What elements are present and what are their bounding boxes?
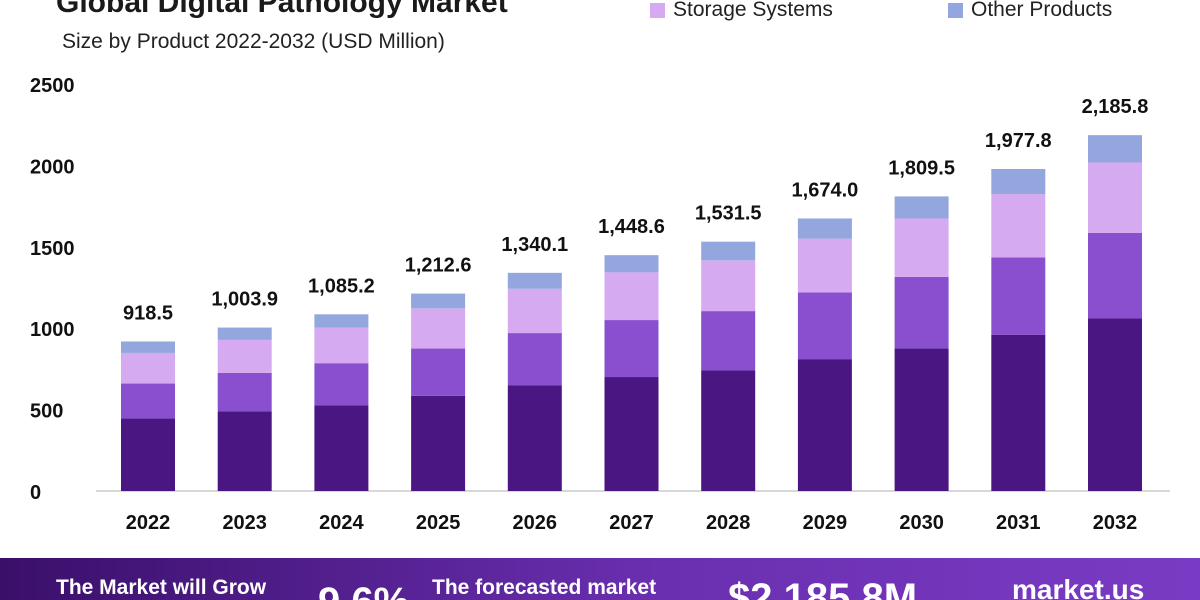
y-tick-label: 1000 [30,319,75,341]
banner-forecast-value: $2,185.8M [728,576,918,600]
bar-segment-storage [604,272,659,321]
bar-total-label: 1,212.6 [405,255,472,277]
x-tick-label: 2028 [706,512,751,534]
legend-label-other: Other Products [971,0,1113,21]
bar-segment-second [894,276,949,349]
bar-segment-other [507,272,562,289]
bar-segment-second [411,348,466,396]
promo-banner: The Market will Grow 9.6% The forecasted… [0,558,1200,600]
bar-segment-base [411,395,466,491]
y-tick-label: 2500 [30,75,75,97]
x-tick-label: 2022 [126,512,171,534]
banner-brand-logo: market.us [1012,574,1145,600]
legend-item-other: Other Products [948,0,1112,22]
bar-segment-base [604,377,659,491]
bar-total-label: 2,185.8 [1082,96,1149,118]
bar-total-label: 1,340.1 [501,234,568,256]
x-tick-label: 2030 [899,512,944,534]
bar-segment-storage [507,288,562,334]
bar-segment-other [797,218,852,239]
bar-segment-storage [701,260,756,312]
bar-segment-second [507,333,562,386]
bar-segment-storage [991,194,1046,258]
bar-segment-storage [121,352,175,384]
y-tick-label: 1500 [30,238,75,260]
bar-segment-second [604,320,659,378]
banner-forecast-text: The forecasted market [432,576,657,599]
bar-segment-other [314,314,369,328]
bar-total-label: 1,674.0 [792,179,859,201]
bar-segment-other [604,255,659,273]
x-tick-label: 2024 [319,512,364,534]
bar-total-label: 918.5 [123,302,173,324]
x-tick-label: 2025 [416,512,461,534]
bar-segment-storage [1088,162,1142,233]
bar-segment-base [314,405,369,491]
stacked-bar-chart: 0 500 1000 1500 2000 2500 918.5 2022 1,003.9 2023… [30,75,1170,534]
bar-segment-other [894,196,949,219]
bar-segment-other [121,341,175,353]
bar-segment-storage [797,238,852,293]
y-tick-label: 0 [30,482,41,504]
legend-item-storage: Storage Systems [650,0,833,22]
bar-total-label: 1,809.5 [888,157,955,179]
banner-grow-text: The Market will Grow [56,576,267,599]
bar-total-label: 1,085.2 [308,275,375,297]
x-tick-label: 2029 [803,512,848,534]
legend-label-storage: Storage Systems [673,0,833,21]
bar-segment-second [217,372,272,412]
bar-total-label: 1,977.8 [985,130,1052,152]
bar-segment-storage [894,218,949,277]
bar-total-label: 1,448.6 [598,216,665,238]
bar-segment-base [701,370,756,491]
bar-segment-second [701,311,756,371]
bar-segment-second [797,292,852,360]
bar-segment-other [991,169,1046,195]
bar-segment-base [1088,318,1142,491]
x-tick-label: 2027 [609,512,654,534]
bar-segment-other [1088,135,1142,163]
bar-segment-base [797,359,852,491]
chart-subtitle: Size by Product 2022-2032 (USD Million) [62,30,445,53]
bar-segment-base [507,385,562,491]
x-tick-label: 2031 [996,512,1041,534]
bar-segment-storage [411,308,466,349]
chart-title: Global Digital Pathology Market [56,0,508,19]
legend-swatch-storage [650,2,665,18]
bar-segment-other [411,293,466,309]
bar-segment-base [991,334,1046,491]
x-tick-label: 2026 [513,512,558,534]
x-tick-label: 2023 [222,512,267,534]
bar-segment-storage [314,327,369,364]
y-tick-label: 500 [30,401,63,423]
x-tick-label: 2032 [1093,512,1138,534]
bar-segment-second [314,363,369,406]
bar-segment-base [217,411,272,491]
legend-swatch-other [948,2,963,18]
y-tick-label: 2000 [30,156,75,178]
bar-segment-other [217,327,272,340]
bar-segment-second [1088,232,1142,319]
bar-segment-second [121,383,175,419]
bar-total-label: 1,003.9 [211,289,278,311]
bar-segment-other [701,241,756,261]
banner-cagr-value: 9.6% [318,580,409,600]
bar-segment-second [991,257,1046,335]
bar-segment-storage [217,339,272,373]
bar-segment-base [894,348,949,491]
bar-total-label: 1,531.5 [695,203,762,225]
bar-segment-base [121,418,175,491]
